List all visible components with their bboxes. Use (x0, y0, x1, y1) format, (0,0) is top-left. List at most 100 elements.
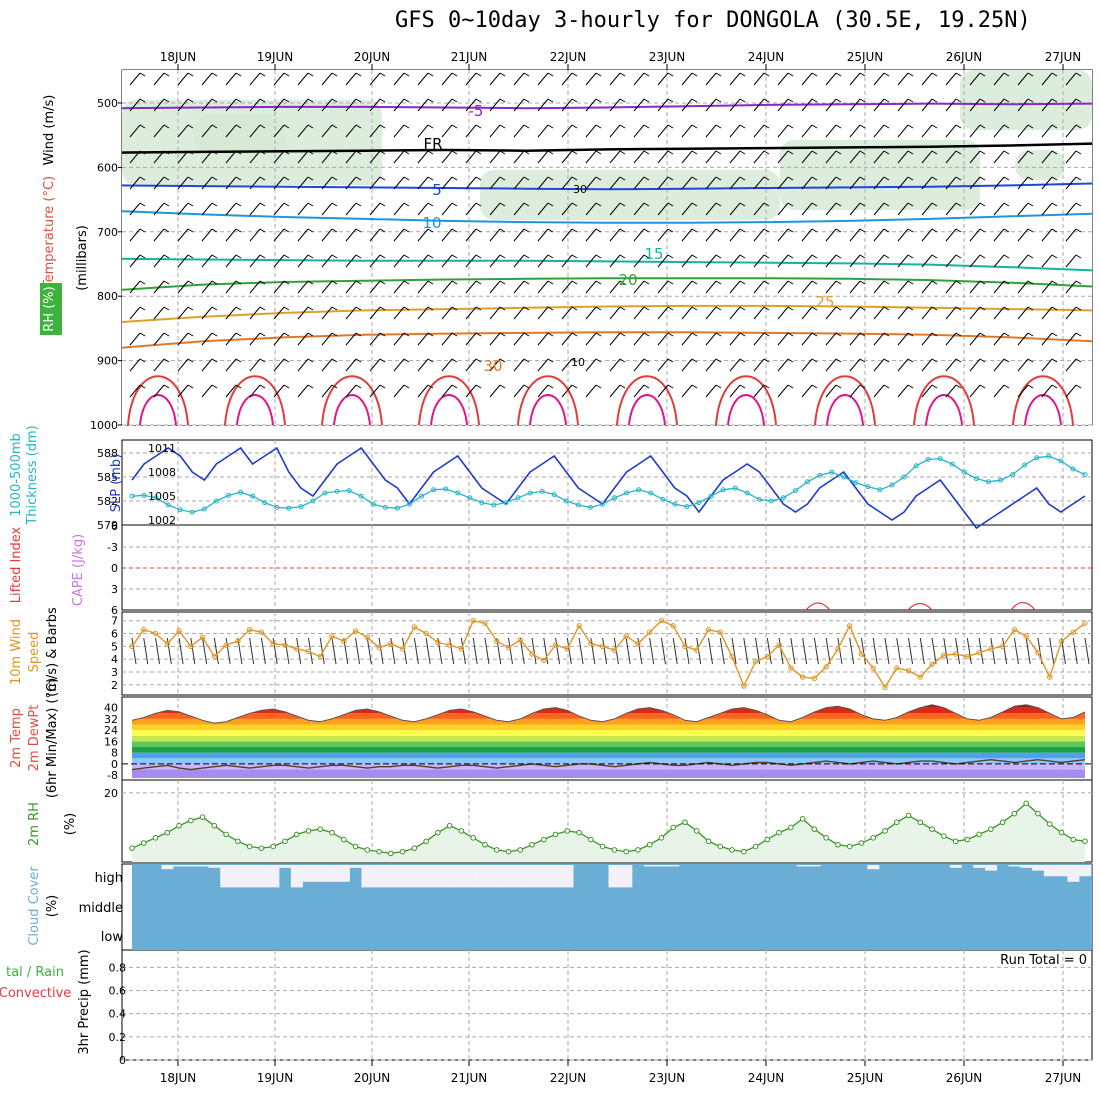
high-cloud-bar (1043, 865, 1056, 877)
wind-barb-flag (139, 72, 146, 77)
high-cloud-bar (443, 865, 456, 888)
isotherm-35-loop (224, 375, 286, 426)
high-cloud-bar (290, 865, 303, 888)
surface-wind-barb (578, 637, 584, 665)
thickness-point (998, 477, 1004, 483)
wind-barb (705, 384, 717, 398)
wind-barb (441, 202, 453, 216)
thickness-point (660, 496, 666, 502)
wind-barb (993, 306, 1005, 320)
wind-barb (801, 124, 813, 138)
wind-barb-flag (523, 384, 530, 389)
wind-barb (825, 176, 837, 190)
wind-barb-flag (547, 98, 554, 103)
contour-label: 25 (815, 293, 834, 311)
surface-wind-barb (966, 637, 972, 665)
wind-barb-flag (355, 228, 362, 233)
wind-barb-flag (691, 306, 698, 311)
surface-wind-barb (449, 637, 455, 665)
surface-wind-barb (143, 637, 149, 665)
wind-barb (657, 384, 669, 398)
wind-barb-flag (979, 150, 986, 155)
wind-barb (897, 358, 909, 372)
wind-speed-point (870, 665, 876, 671)
pressure-tick-label: 600 (97, 161, 118, 174)
high-cloud-bar (537, 865, 550, 888)
wind-barb (1065, 332, 1077, 346)
wind-barb-flag (787, 124, 794, 129)
wind-barb-flag (691, 98, 698, 103)
surface-wind-barb (472, 637, 478, 665)
wind-barb (897, 332, 909, 346)
thickness-point (829, 469, 835, 475)
wind-speed-point (717, 629, 723, 635)
thickness-point (503, 500, 509, 506)
wind-barb (417, 384, 429, 398)
wind-barb (129, 150, 141, 164)
wind-barb (609, 228, 621, 242)
rh-point (1023, 800, 1029, 807)
wind-speed-point (835, 646, 841, 652)
wind-barb (417, 124, 429, 138)
wind-barb-flag (211, 150, 218, 155)
wind-barb-flag (811, 332, 818, 337)
wind-speed-tick-label: 4 (111, 653, 118, 666)
wind-barb (1065, 228, 1077, 242)
wind-barb (753, 228, 765, 242)
surface-wind-barb (860, 637, 866, 665)
wind-barb (849, 306, 861, 320)
cloud-cover-axis-label: Cloud Cover (27, 866, 42, 946)
wind-speed-point (752, 658, 759, 665)
wind-barb-flag (499, 306, 506, 311)
wind-barb (777, 358, 789, 372)
high-cloud-bar (1067, 865, 1080, 882)
wind-barb (249, 228, 261, 242)
wind-speed-point (329, 633, 335, 639)
wind-barb (225, 150, 237, 164)
rh-point (458, 828, 465, 834)
wind-barb-flag (379, 72, 386, 77)
wind-barb (681, 176, 693, 190)
wind-barb (225, 280, 237, 294)
high-cloud-bar (161, 865, 174, 870)
wind-barb (585, 384, 597, 398)
temp-tick-label: 0 (111, 758, 118, 771)
high-cloud-bar (396, 865, 409, 888)
wind-barb (1041, 306, 1053, 320)
wind-barb (273, 176, 285, 190)
wind-barb-flag (643, 332, 650, 337)
wind-barb-flag (667, 306, 674, 311)
wind-barb-flag (811, 150, 818, 155)
surface-wind-barb (296, 637, 302, 665)
wind-barb (993, 254, 1005, 268)
wind-barb-flag (667, 384, 674, 389)
wind-barb-flag (907, 98, 914, 103)
wind-barb (849, 124, 861, 138)
wind-barb-flag (883, 202, 890, 207)
wind-barb (1041, 98, 1053, 112)
wind-barb (633, 254, 645, 268)
wind-barb (657, 202, 669, 216)
thickness-point (406, 501, 412, 507)
thickness-point (539, 488, 545, 494)
wind-barb (945, 150, 957, 164)
wind-barb (345, 306, 357, 320)
wind-barb (369, 202, 381, 216)
wind-barb-flag (283, 98, 290, 103)
wind-barb-flag (883, 332, 890, 337)
wind-barb (825, 98, 837, 112)
wind-barb (393, 254, 405, 268)
wind-barb (153, 150, 165, 164)
isotherm-40-loop (628, 394, 666, 426)
wind-barb-flag (307, 306, 314, 311)
wind-speed-point (364, 634, 371, 641)
wind-barb-flag (571, 228, 578, 233)
wind-barb (585, 176, 597, 190)
wind-barb-flag (931, 306, 938, 311)
wind-barb (489, 72, 501, 86)
high-cloud-bar (796, 865, 809, 867)
wind-barb-flag (451, 150, 458, 155)
wind-barb-flag (931, 98, 938, 103)
wind-barb-flag (547, 124, 554, 129)
wind-barb (153, 124, 165, 138)
